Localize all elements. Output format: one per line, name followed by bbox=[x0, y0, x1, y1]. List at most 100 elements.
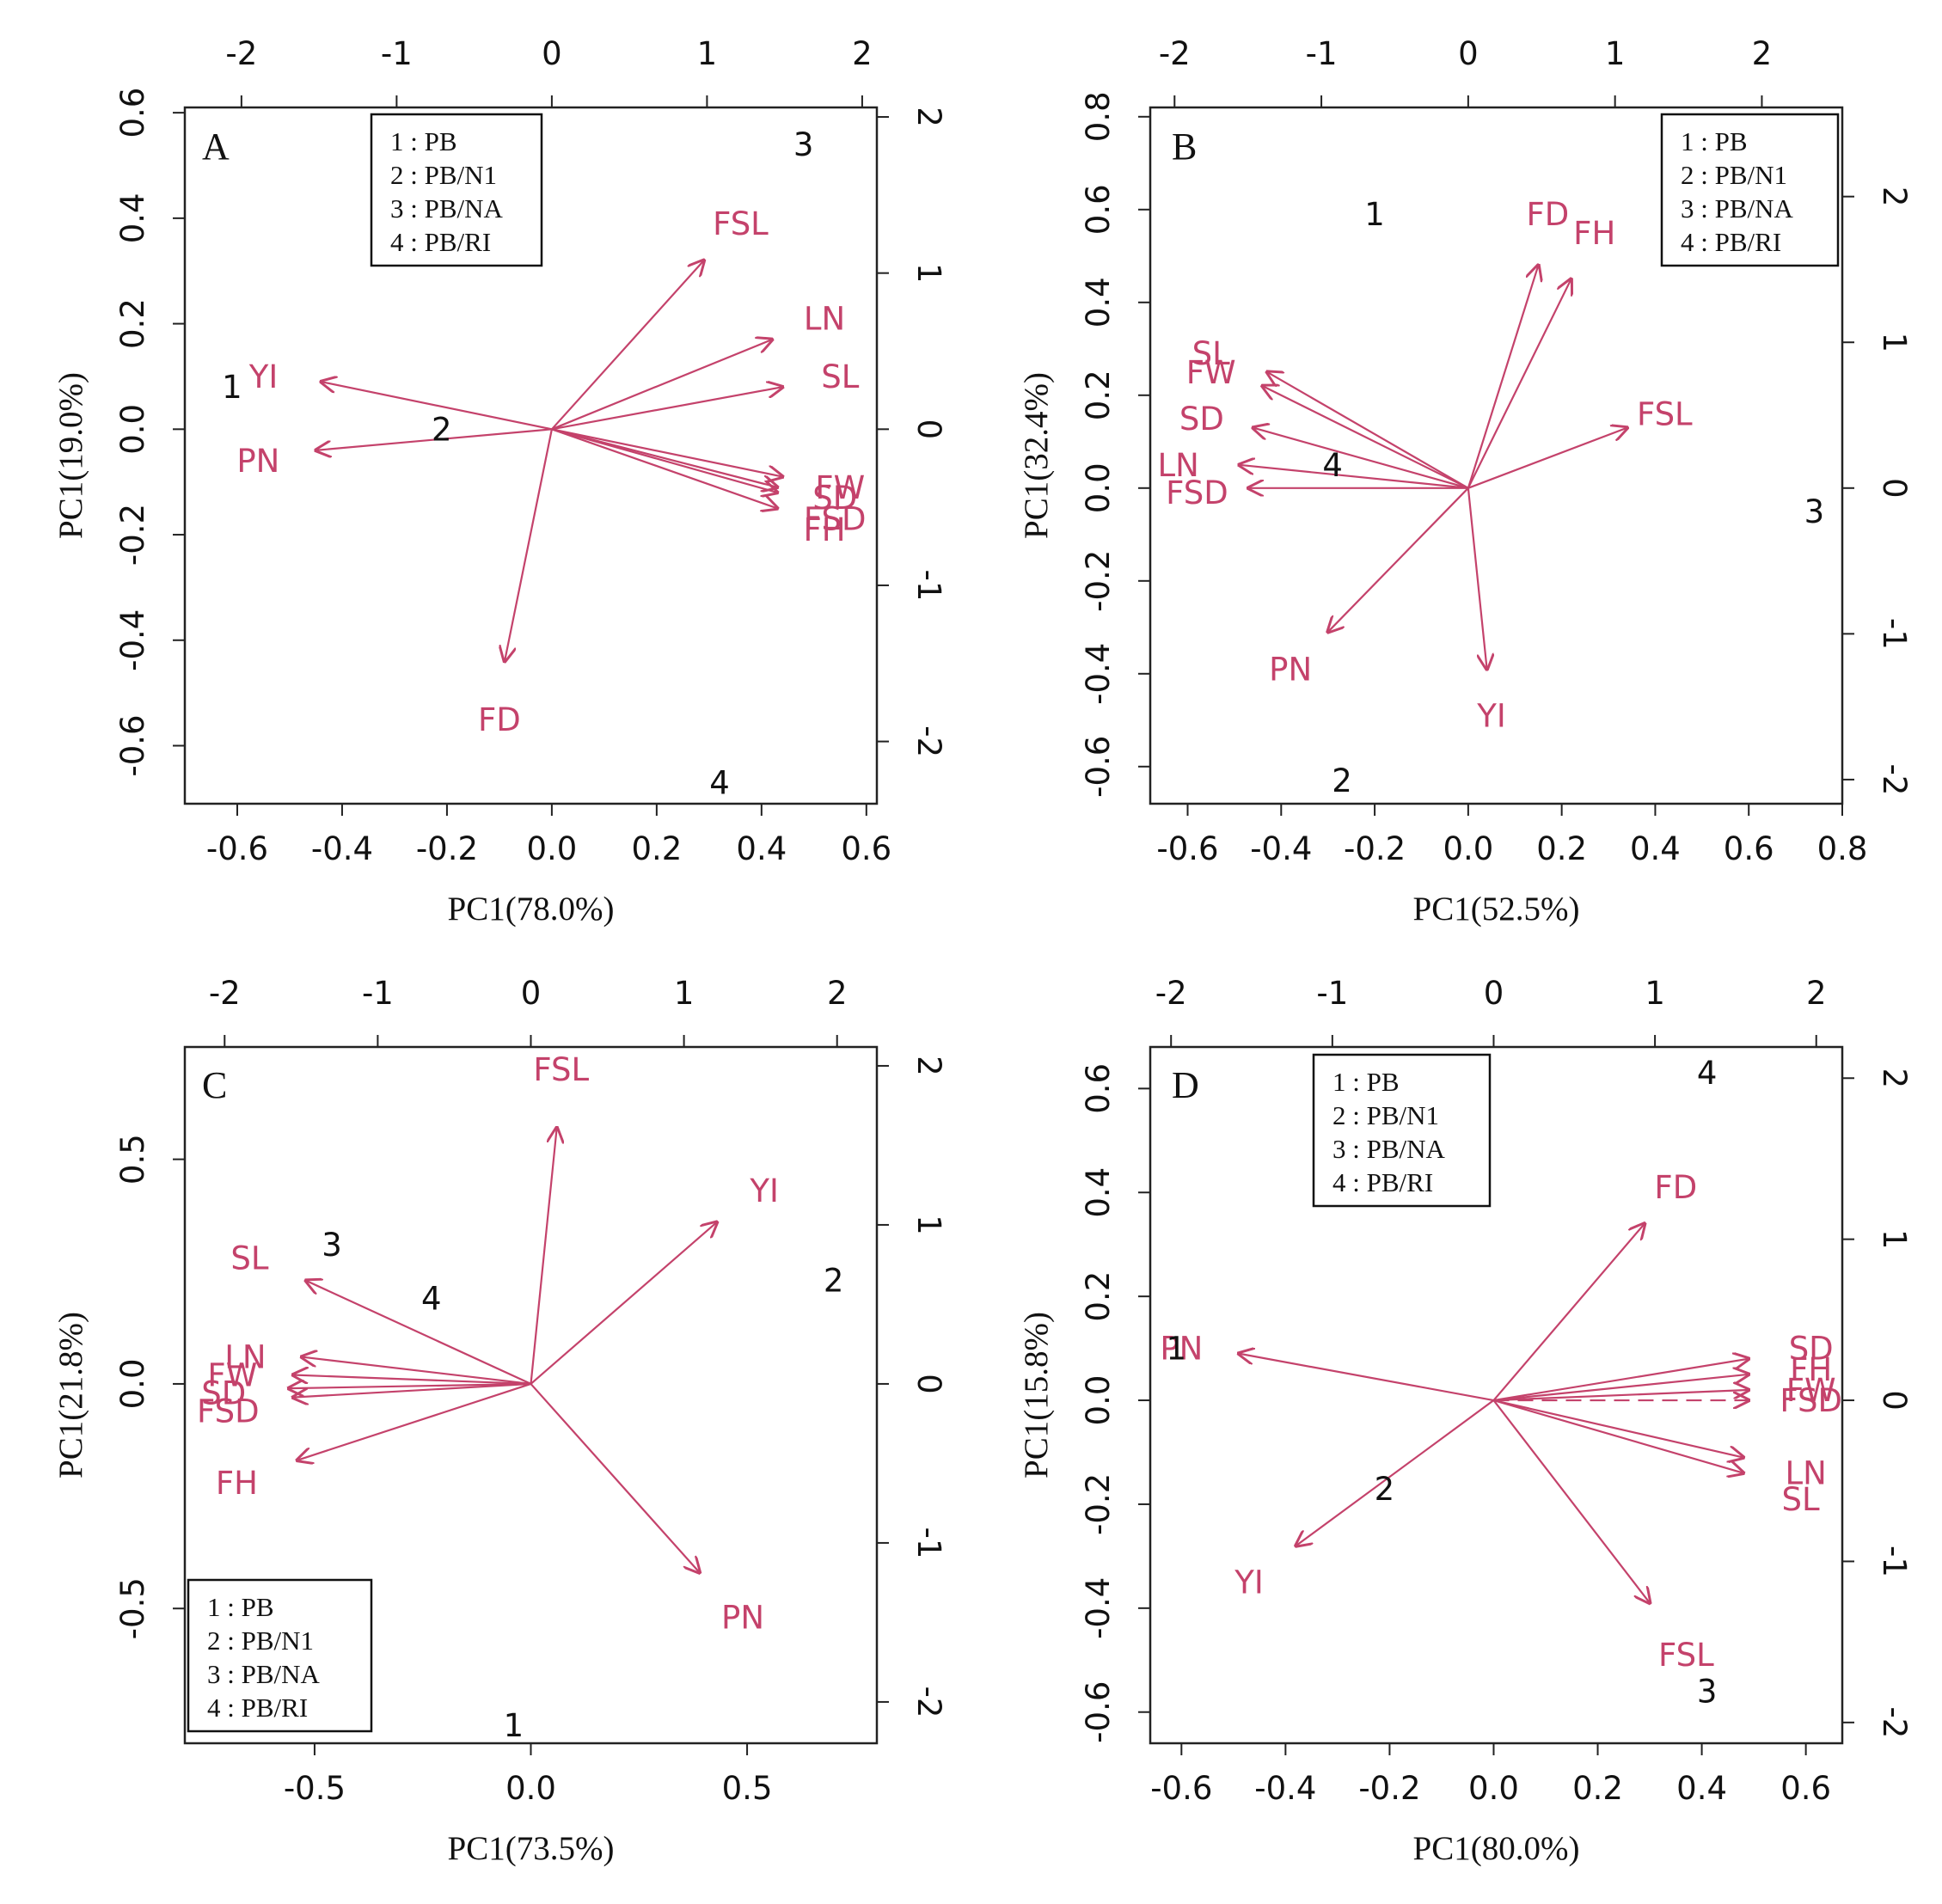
variable-label-pn-d: PN bbox=[1160, 1331, 1203, 1368]
loading-arrow-fd-b bbox=[1467, 266, 1539, 489]
right-tick-label-c: 1 bbox=[910, 1215, 947, 1235]
y-tick-label-b: 0.6 bbox=[1080, 184, 1117, 235]
right-tick-label-b: 2 bbox=[1876, 187, 1913, 207]
x-tick-label-b: 0.6 bbox=[1724, 830, 1774, 867]
legend-item-d: 1 : PB bbox=[1332, 1067, 1400, 1097]
observation-2-d: 2 bbox=[1375, 1471, 1395, 1508]
variable-label-yi-c: YI bbox=[749, 1172, 779, 1209]
panel-letter-a: A bbox=[202, 126, 230, 168]
legend-item-a: 4 : PB/RI bbox=[390, 227, 491, 257]
panel-letter-d: D bbox=[1172, 1064, 1199, 1106]
y-tick-label-a: -0.6 bbox=[114, 714, 151, 776]
y-tick-label-a: -0.2 bbox=[114, 504, 151, 566]
variable-label-pn-c: PN bbox=[721, 1600, 764, 1637]
x-tick-label-b: 0.0 bbox=[1443, 830, 1493, 867]
x-axis-title-d: PC1(80.0%) bbox=[1413, 1830, 1580, 1867]
x-tick-label-d: -0.4 bbox=[1254, 1770, 1316, 1807]
variable-label-fw-a: FW bbox=[815, 469, 865, 506]
loading-arrow-fsl-d bbox=[1492, 1399, 1650, 1603]
plot-frame-a bbox=[183, 106, 879, 805]
y-axis-title-a: PC1(19.0%) bbox=[52, 372, 89, 539]
top-tick-label-d: -2 bbox=[1155, 975, 1187, 1012]
loading-arrow-fh-c bbox=[297, 1382, 531, 1460]
loading-arrow-pn-a bbox=[315, 428, 552, 450]
x-axis-title-a: PC1(78.0%) bbox=[448, 891, 615, 928]
x-tick-label-a: 0.2 bbox=[631, 830, 682, 867]
loading-arrow-fsd-c bbox=[293, 1382, 531, 1398]
y-tick-label-d: -0.4 bbox=[1080, 1577, 1117, 1639]
variable-label-fsl-a: FSL bbox=[713, 205, 769, 242]
variable-label-sl-b: SL bbox=[1192, 335, 1230, 372]
loading-arrow-fd-d bbox=[1492, 1224, 1645, 1401]
x-axis-title-b: PC1(52.5%) bbox=[1413, 891, 1580, 928]
legend-box-a bbox=[370, 113, 543, 267]
loading-arrow-sd-c bbox=[289, 1384, 531, 1388]
top-tick-label-a: 1 bbox=[697, 35, 718, 72]
loading-arrow-fw-c bbox=[293, 1374, 531, 1386]
observation-1-b: 1 bbox=[1364, 196, 1385, 233]
y-tick-label-b: 0.8 bbox=[1080, 91, 1117, 142]
variable-label-sl-c: SL bbox=[230, 1240, 268, 1277]
observation-4-b: 4 bbox=[1322, 447, 1343, 484]
top-tick-label-c: 2 bbox=[827, 975, 848, 1012]
variable-label-sd-a: SD bbox=[812, 480, 857, 517]
top-tick-label-b: 1 bbox=[1605, 35, 1626, 72]
loading-arrow-fh-a bbox=[551, 428, 777, 508]
observation-3-d: 3 bbox=[1697, 1674, 1718, 1711]
variable-label-fsl-b: FSL bbox=[1637, 395, 1693, 432]
panel-a: A -0.6 -0.4 -0.2 0.0 0.2 0.4 0.6 -0.6 -0.4 -0.2 0.0… bbox=[52, 35, 947, 928]
loading-arrow-fh-d bbox=[1493, 1374, 1749, 1402]
loading-arrow-yi-a bbox=[322, 382, 553, 431]
right-tick-label-a: -2 bbox=[910, 725, 947, 757]
x-tick-label-d: -0.6 bbox=[1150, 1770, 1212, 1807]
legend-item-a: 3 : PB/NA bbox=[390, 193, 504, 223]
top-tick-label-a: 0 bbox=[542, 35, 562, 72]
y-tick-label-c: 0.0 bbox=[114, 1359, 151, 1410]
panel-c: C -0.5 0.0 0.5 -0.5 0.0 0.5 -2 -1 0 1 2 2 1 0 -1 -2 PC1(7… bbox=[52, 975, 947, 1867]
x-tick-label-d: 0.2 bbox=[1572, 1770, 1623, 1807]
legend-item-a: 2 : PB/N1 bbox=[390, 160, 497, 190]
loading-arrow-fsl-c bbox=[530, 1128, 557, 1385]
panel-b: B -0.6 -0.4 -0.2 0.0 0.2 0.4 0.6 0.8 -0.6 -0.4 -0.2… bbox=[1018, 35, 1913, 928]
legend-item-a: 1 : PB bbox=[390, 126, 457, 156]
x-tick-label-a: -0.6 bbox=[206, 830, 268, 867]
variable-label-pn-b: PN bbox=[1269, 651, 1312, 688]
top-tick-label-d: 2 bbox=[1806, 975, 1827, 1012]
x-tick-label-b: -0.4 bbox=[1250, 830, 1312, 867]
top-tick-label-c: 1 bbox=[674, 975, 695, 1012]
y-tick-label-a: 0.6 bbox=[114, 88, 151, 138]
observation-3-a: 3 bbox=[793, 126, 814, 163]
loading-arrow-fh-b bbox=[1467, 279, 1571, 489]
right-tick-label-b: -2 bbox=[1876, 763, 1913, 795]
top-tick-label-d: 1 bbox=[1645, 975, 1665, 1012]
variable-label-fsl-c: FSL bbox=[533, 1051, 589, 1088]
legend-item-b: 2 : PB/N1 bbox=[1681, 160, 1787, 190]
variable-label-fd-d: FD bbox=[1654, 1169, 1697, 1206]
loading-arrow-sl-c bbox=[306, 1281, 531, 1385]
x-tick-label-b: 0.4 bbox=[1630, 830, 1681, 867]
loading-arrow-fw-a bbox=[551, 428, 782, 476]
right-tick-label-d: -2 bbox=[1876, 1706, 1913, 1738]
x-tick-label-a: -0.2 bbox=[416, 830, 478, 867]
legend-box-b bbox=[1660, 113, 1840, 267]
right-tick-label-c: -2 bbox=[910, 1686, 947, 1717]
right-tick-label-a: 2 bbox=[910, 107, 947, 127]
top-tick-label-a: 2 bbox=[852, 35, 873, 72]
variable-label-pn-a: PN bbox=[236, 443, 279, 480]
legend-item-b: 4 : PB/RI bbox=[1681, 227, 1781, 257]
loading-arrow-sd-b bbox=[1253, 428, 1469, 489]
y-tick-label-d: -0.2 bbox=[1080, 1473, 1117, 1535]
right-tick-label-d: 2 bbox=[1876, 1068, 1913, 1088]
y-tick-label-b: 0.2 bbox=[1080, 370, 1117, 420]
y-tick-label-c: -0.5 bbox=[114, 1577, 151, 1639]
top-tick-label-c: -1 bbox=[362, 975, 394, 1012]
loading-arrow-pn-c bbox=[530, 1383, 700, 1572]
x-tick-label-c: 0.0 bbox=[505, 1770, 556, 1807]
observation-3-b: 3 bbox=[1804, 493, 1825, 530]
observation-2-a: 2 bbox=[432, 411, 452, 448]
observation-4-d: 4 bbox=[1697, 1055, 1718, 1092]
variable-label-fw-c: FW bbox=[207, 1356, 257, 1393]
right-tick-label-a: 1 bbox=[910, 263, 947, 284]
observation-2-b: 2 bbox=[1332, 762, 1352, 799]
y-tick-label-b: 0.0 bbox=[1080, 462, 1117, 513]
